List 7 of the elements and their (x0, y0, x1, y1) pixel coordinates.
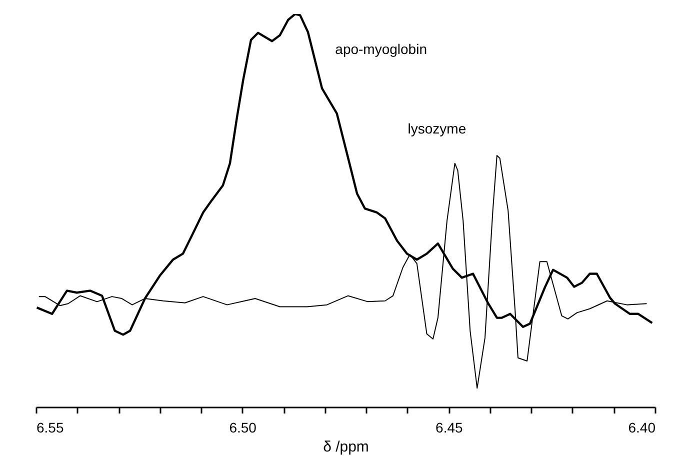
x-tick-label: 6.55 (36, 420, 64, 436)
text: lysozyme (408, 120, 466, 136)
x-axis-title: δ /ppm (323, 438, 369, 456)
x-tick-label: 6.45 (436, 420, 464, 436)
x-tick-label: 6.50 (229, 420, 257, 436)
series-label: apo-myoglobin (335, 41, 427, 57)
x-tick-label: 6.40 (628, 420, 656, 436)
